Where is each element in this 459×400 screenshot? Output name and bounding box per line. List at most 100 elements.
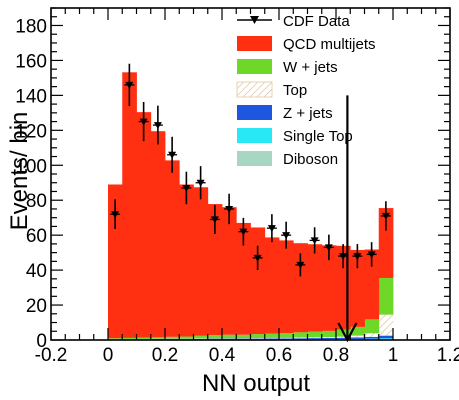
bar-qcd-multijets-bin-12 [279,240,294,334]
bar-top-bin-14 [307,337,323,339]
bar-qcd-multijets-bin-11 [264,237,280,334]
data-point [323,234,334,261]
data-point [224,193,235,225]
legend-entry: Diboson [237,151,338,168]
legend-entry: Z + jets [237,105,333,122]
histogram-bars [108,72,394,340]
bar-top-bin-12 [279,337,294,339]
bar-top-bin-13 [293,337,308,339]
legend-entry: Top [236,81,307,99]
bar-top-bin-10 [250,338,266,339]
legend-label: CDF Data [283,13,350,30]
bar-w-jets-bin-18 [364,319,380,334]
x-tick-label: 0.2 [152,345,178,366]
bar-w-jets-bin-3 [150,337,166,339]
bar-w-jets-bin-13 [293,332,308,338]
bar-top-bin-16 [336,336,351,338]
bar-single-top-bin-18 [364,338,380,340]
legend-swatch [236,81,273,98]
legend-label: Top [283,82,307,99]
data-point [181,171,192,205]
bar-qcd-multijets-bin-2 [136,112,152,338]
legend-label: Single Top [283,128,353,145]
x-tick-label: 0.6 [266,345,292,366]
bar-top-bin-11 [264,337,280,339]
bar-z-jets-bin-8 [222,338,237,340]
data-point [167,136,178,173]
legend-label: Diboson [283,151,338,168]
data-marker [253,254,262,262]
bar-qcd-multijets-bin-14 [307,244,323,332]
y-axis-title: Events/ bin [6,112,33,231]
data-marker [339,253,348,261]
bar-w-jets-bin-0 [108,338,123,339]
bar-top-bin-15 [321,337,337,338]
y-tick-label: 20 [26,296,47,317]
x-tick-label: 1 [388,345,399,366]
y-tick-label: 120 [15,121,47,142]
data-marker [353,253,362,261]
bar-z-jets-bin-15 [321,337,337,340]
legend-swatch [237,36,272,51]
bar-qcd-multijets-bin-8 [222,207,237,335]
legend-entry: W + jets [237,59,338,76]
bar-z-jets-bin-6 [193,338,209,340]
x-tick-label: 0.8 [323,345,349,366]
y-tick-label: 180 [15,16,47,37]
data-marker [267,225,276,233]
bar-z-jets-bin-16 [336,337,351,340]
bar-qcd-multijets-bin-17 [350,250,365,327]
data-point [266,214,277,243]
x-tick-label: 0 [103,345,114,366]
data-point [124,63,135,107]
data-marker [196,179,205,187]
x-tick-label: -0.2 [35,345,68,366]
data-marker [296,261,305,269]
bar-w-jets-bin-8 [222,334,237,339]
bar-qcd-multijets-bin-0 [108,184,123,339]
legend: CDF Data QCD multijets W + jets Top Z + jets… [236,13,376,168]
bar-w-jets-bin-15 [321,330,337,338]
bar-w-jets-bin-14 [307,331,323,338]
legend-entry: QCD multijets [237,36,376,53]
data-point [209,204,220,234]
y-tick-label: 160 [15,51,47,72]
y-tick-label: 80 [26,191,47,212]
legend-label: Z + jets [283,105,333,122]
bar-z-jets-bin-13 [293,338,308,340]
data-marker [239,228,248,236]
data-point [366,242,377,267]
data-marker [367,251,376,259]
bar-qcd-multijets-bin-6 [193,187,209,336]
bar-single-top-bin-19 [378,338,394,340]
data-point [110,199,121,230]
bar-w-jets-bin-19 [378,277,394,315]
bar-w-jets-bin-11 [264,333,280,338]
data-marker [139,118,148,126]
data-marker [125,81,134,89]
bar-z-jets-bin-4 [165,338,180,340]
bar-z-jets-bin-11 [264,338,280,340]
bar-w-jets-bin-17 [350,326,365,336]
data-point [309,227,320,254]
bar-z-jets-bin-12 [279,338,294,340]
bar-w-jets-bin-5 [179,336,194,339]
bar-qcd-multijets-bin-15 [321,245,337,331]
data-marker [310,237,319,245]
data-marker [282,232,291,240]
bar-qcd-multijets-bin-9 [236,222,251,335]
data-marker [324,244,333,252]
bar-qcd-multijets-bin-19 [378,208,394,278]
data-point [152,105,163,145]
legend-label: QCD multijets [283,36,376,53]
bar-qcd-multijets-bin-1 [122,72,137,338]
y-tick-label: 60 [26,226,47,247]
bar-w-jets-bin-2 [136,337,152,339]
tick-labels: -0.2 0 0.2 0.4 0.6 0.8 1 1.20204060801001201401… [15,16,459,366]
data-point [380,201,391,231]
legend-swatch [237,128,272,143]
data-marker [182,184,191,192]
x-tick-label: 1.2 [437,345,459,366]
bar-qcd-multijets-bin-18 [364,249,380,320]
